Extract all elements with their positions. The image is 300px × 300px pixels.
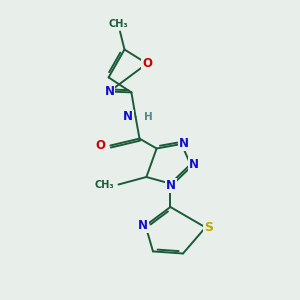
Text: N: N — [123, 110, 133, 124]
Text: CH₃: CH₃ — [109, 19, 128, 28]
Text: H: H — [144, 112, 153, 122]
Text: N: N — [138, 219, 148, 232]
Text: CH₃: CH₃ — [94, 179, 114, 190]
Text: O: O — [95, 139, 105, 152]
Text: N: N — [104, 85, 115, 98]
Text: N: N — [179, 137, 189, 150]
Text: O: O — [142, 57, 152, 70]
Text: S: S — [204, 221, 213, 234]
Text: N: N — [166, 178, 176, 192]
Text: N: N — [189, 158, 199, 171]
